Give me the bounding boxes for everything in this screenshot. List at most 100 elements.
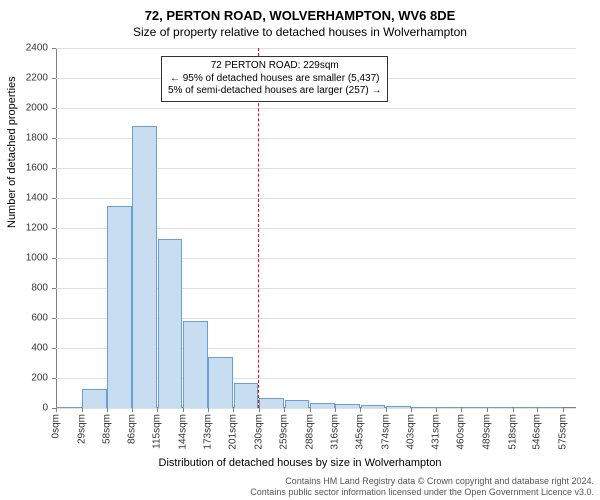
xtick-mark [436, 408, 437, 412]
plot-area: 0sqm29sqm58sqm86sqm115sqm144sqm173sqm201… [56, 48, 576, 408]
histogram-bar [538, 407, 563, 408]
xtick-mark [183, 408, 184, 412]
page-subtitle: Size of property relative to detached ho… [0, 23, 600, 39]
ytick-mark [52, 108, 56, 109]
annotation-line: 72 PERTON ROAD: 229sqm [168, 60, 381, 73]
footer-line-1: Contains HM Land Registry data © Crown c… [250, 476, 594, 487]
ytick-mark [52, 348, 56, 349]
xtick-mark [132, 408, 133, 412]
histogram-bar [208, 357, 233, 408]
ytick-label: 2400 [8, 43, 48, 54]
ytick-label: 800 [8, 283, 48, 294]
ytick-label: 400 [8, 343, 48, 354]
ytick-mark [52, 378, 56, 379]
xtick-label: 460sqm [456, 414, 467, 450]
xtick-label: 29sqm [76, 414, 87, 444]
histogram-bar [335, 404, 360, 409]
ytick-mark [52, 168, 56, 169]
xtick-mark [537, 408, 538, 412]
histogram-bar [132, 126, 157, 408]
xtick-label: 288sqm [304, 414, 315, 450]
xtick-mark [487, 408, 488, 412]
xtick-label: 115sqm [152, 414, 163, 449]
xtick-mark [56, 408, 57, 412]
ytick-mark [52, 138, 56, 139]
ytick-mark [52, 318, 56, 319]
xtick-mark [411, 408, 412, 412]
histogram-bar [82, 389, 107, 409]
xtick-label: 230sqm [253, 414, 264, 450]
histogram-bar [361, 405, 386, 408]
xtick-label: 173sqm [203, 414, 214, 450]
histogram-bar [310, 403, 335, 408]
ytick-mark [52, 198, 56, 199]
xtick-mark [259, 408, 260, 412]
ytick-label: 1600 [8, 163, 48, 174]
xtick-label: 345sqm [355, 414, 366, 450]
xtick-label: 86sqm [126, 414, 137, 444]
x-axis-label: Distribution of detached houses by size … [0, 457, 600, 469]
histogram-bar [462, 407, 487, 408]
ytick-label: 600 [8, 313, 48, 324]
xtick-mark [563, 408, 564, 412]
xtick-mark [107, 408, 108, 412]
xtick-mark [461, 408, 462, 412]
ytick-label: 1800 [8, 133, 48, 144]
annotation-line: 5% of semi-detached houses are larger (2… [168, 85, 381, 98]
xtick-label: 489sqm [481, 414, 492, 450]
ytick-mark [52, 78, 56, 79]
histogram-bar [183, 321, 208, 408]
ytick-label: 200 [8, 373, 48, 384]
xtick-mark [335, 408, 336, 412]
xtick-label: 259sqm [279, 414, 290, 450]
histogram-bar [259, 398, 284, 409]
histogram-bar [411, 407, 436, 409]
xtick-mark [208, 408, 209, 412]
histogram-bar [234, 383, 259, 409]
xtick-mark [310, 408, 311, 412]
histogram-bar [56, 407, 81, 408]
gridline [56, 48, 576, 49]
xtick-label: 316sqm [329, 414, 340, 450]
histogram-bar [107, 206, 132, 409]
ytick-mark [52, 258, 56, 259]
xtick-label: 403sqm [406, 414, 417, 450]
xtick-label: 575sqm [557, 414, 568, 450]
xtick-label: 431sqm [430, 414, 441, 450]
footer-line-2: Contains public sector information licen… [250, 487, 594, 498]
xtick-label: 546sqm [532, 414, 543, 450]
histogram-bar [285, 400, 310, 408]
histogram-bar [158, 239, 183, 409]
histogram-bar [436, 407, 461, 408]
annotation-box: 72 PERTON ROAD: 229sqm← 95% of detached … [161, 56, 388, 102]
xtick-label: 374sqm [380, 414, 391, 450]
histogram-chart: 0sqm29sqm58sqm86sqm115sqm144sqm173sqm201… [56, 48, 576, 408]
xtick-mark [360, 408, 361, 412]
y-axis-label: Number of detached properties [6, 76, 18, 228]
xtick-mark [386, 408, 387, 412]
ytick-mark [52, 288, 56, 289]
xtick-label: 0sqm [51, 414, 62, 438]
annotation-line: ← 95% of detached houses are smaller (5,… [168, 73, 381, 86]
ytick-label: 2000 [8, 103, 48, 114]
xtick-mark [82, 408, 83, 412]
xtick-mark [513, 408, 514, 412]
histogram-bar [487, 407, 512, 408]
ytick-label: 2200 [8, 73, 48, 84]
xtick-label: 201sqm [228, 414, 239, 450]
xtick-label: 58sqm [102, 414, 113, 444]
footer-attribution: Contains HM Land Registry data © Crown c… [250, 476, 594, 498]
ytick-label: 1400 [8, 193, 48, 204]
ytick-label: 1200 [8, 223, 48, 234]
ytick-mark [52, 228, 56, 229]
histogram-bar [513, 407, 538, 408]
ytick-label: 1000 [8, 253, 48, 264]
gridline [56, 108, 576, 109]
xtick-mark [233, 408, 234, 412]
ytick-label: 0 [8, 403, 48, 414]
xtick-label: 144sqm [177, 414, 188, 450]
page-title: 72, PERTON ROAD, WOLVERHAMPTON, WV6 8DE [0, 0, 600, 23]
gridline [56, 408, 576, 409]
ytick-mark [52, 48, 56, 49]
xtick-mark [284, 408, 285, 412]
